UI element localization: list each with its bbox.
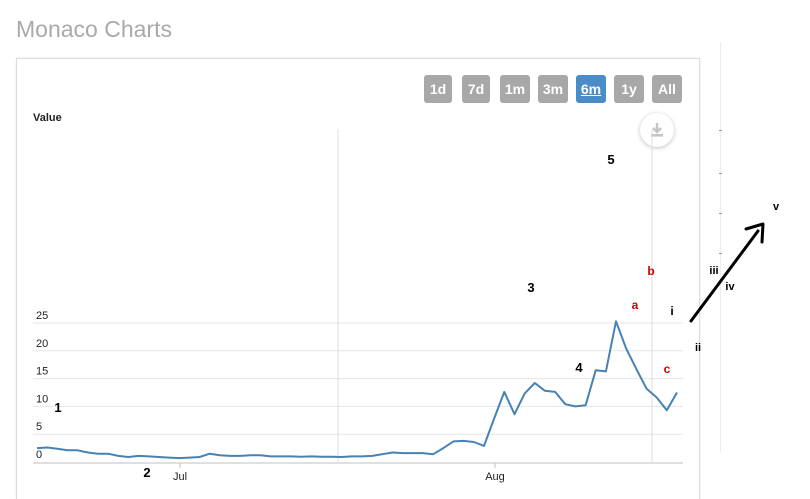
y-tick-label: 15 [36, 366, 48, 378]
divider-tick [719, 130, 722, 131]
range-button-1m[interactable]: 1m [500, 75, 530, 103]
y-tick-label: 20 [36, 338, 48, 350]
divider-tick [719, 253, 722, 254]
wave-label-5: 5 [607, 152, 614, 167]
wave-label-iv: iv [725, 281, 735, 293]
wave-label-ii: ii [695, 342, 701, 354]
page-title: Monaco Charts [16, 16, 172, 42]
range-button-3m[interactable]: 3m [538, 75, 568, 103]
projection-arrow-shaft [689, 229, 760, 323]
range-button-all[interactable]: All [652, 75, 682, 103]
range-button-1y[interactable]: 1y [614, 75, 644, 103]
range-button-7d[interactable]: 7d [462, 75, 490, 103]
wave-label-3: 3 [527, 280, 534, 295]
divider-tick [719, 213, 722, 214]
wave-label-b: b [647, 264, 654, 278]
range-button-6m[interactable]: 6m [576, 75, 606, 103]
wave-label-2: 2 [143, 465, 150, 480]
y-tick-label: 25 [36, 310, 48, 322]
wave-label-i: i [670, 304, 673, 318]
range-button-1d[interactable]: 1d [424, 75, 452, 103]
chart-panel [16, 58, 700, 499]
wave-label-v: v [773, 201, 780, 213]
y-tick-label: 0 [36, 449, 42, 461]
wave-label-c: c [664, 362, 671, 376]
wave-label-1: 1 [54, 400, 61, 415]
wave-label-4: 4 [575, 360, 583, 375]
divider [720, 42, 721, 452]
x-tick-label: Jul [173, 471, 187, 483]
download-icon [651, 123, 663, 137]
wave-label-iii: iii [709, 265, 718, 277]
x-tick-label: Aug [485, 471, 505, 483]
wave-label-a: a [632, 298, 639, 312]
y-axis-title: Value [33, 112, 62, 124]
y-tick-label: 5 [36, 421, 42, 433]
export-button[interactable] [640, 113, 674, 147]
y-tick-label: 10 [36, 393, 48, 405]
series-line [36, 320, 678, 460]
divider-tick [719, 173, 722, 174]
projection-arrow-head [744, 222, 765, 244]
